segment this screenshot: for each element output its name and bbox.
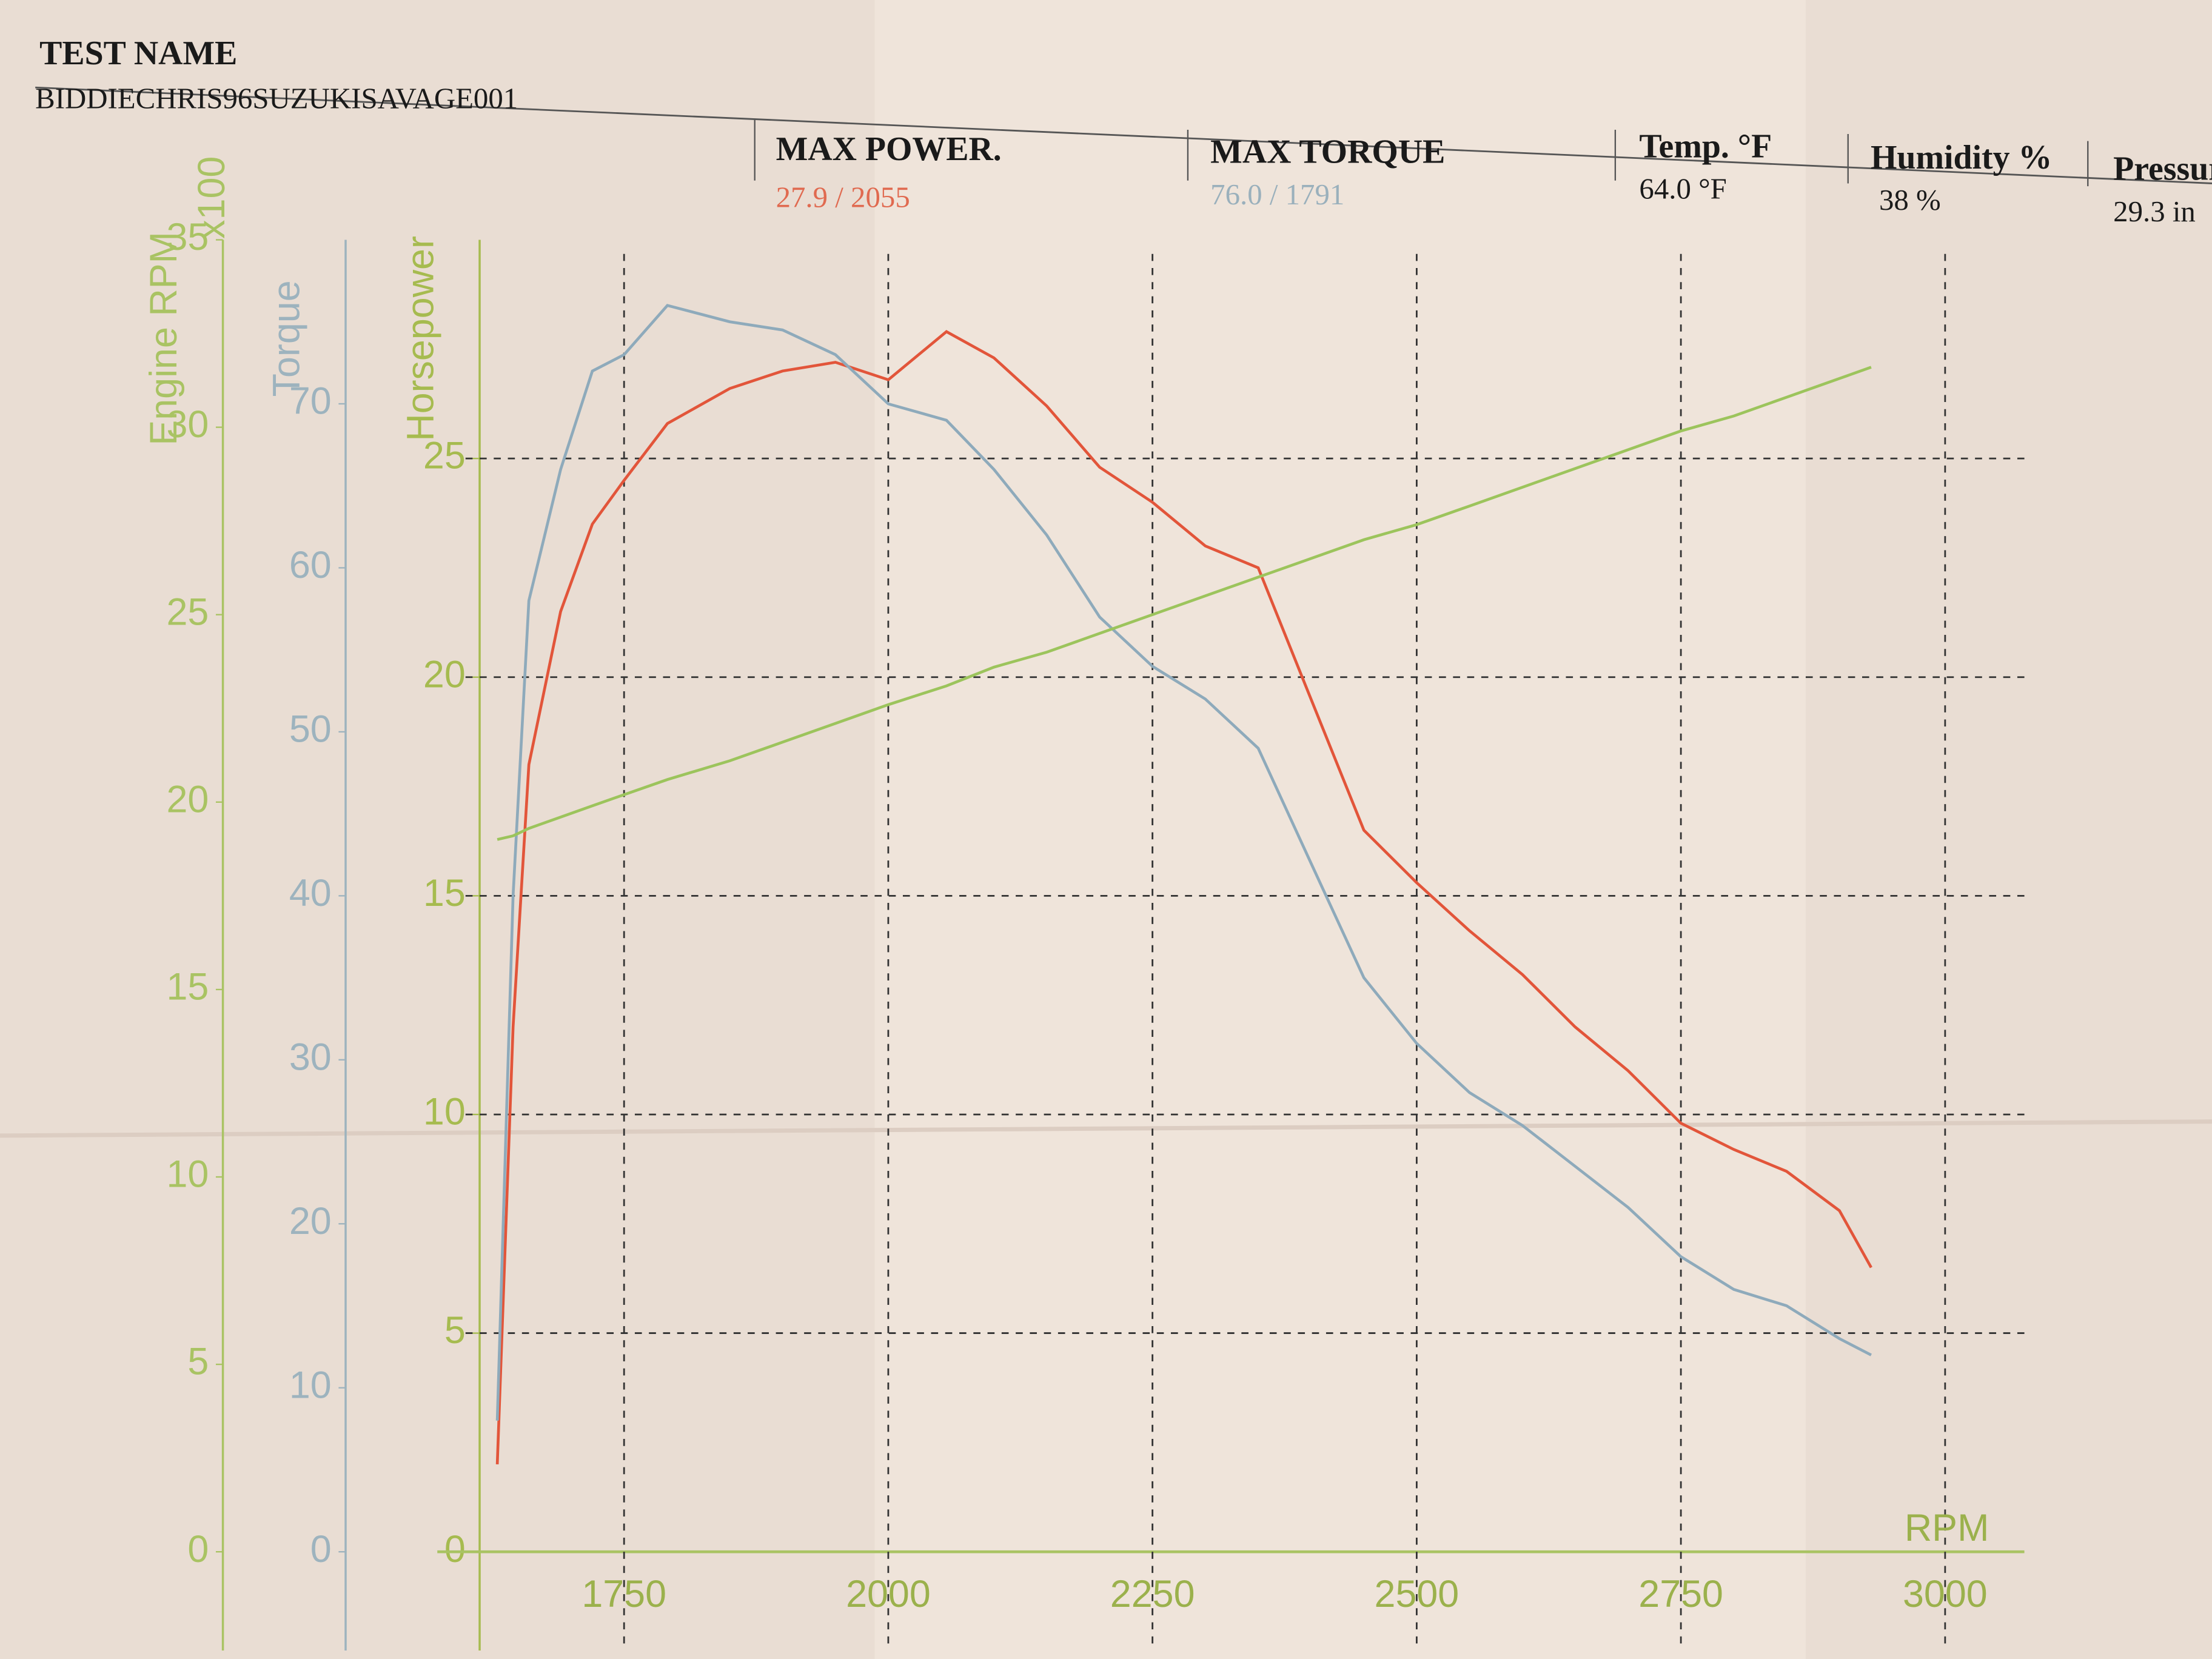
x-tick-label: 2000	[846, 1573, 931, 1615]
y-tick-label: 40	[289, 872, 332, 914]
y-tick-label: 50	[289, 708, 332, 750]
x-tick-label: 3000	[1903, 1573, 1988, 1615]
series-line	[495, 304, 1872, 1421]
axis-title: Horsepower	[400, 236, 442, 441]
y-tick-label: 20	[166, 778, 209, 820]
test-name: BIDDIECHRIS96SUZUKISAVAGE001	[35, 82, 518, 115]
series-line	[497, 366, 1872, 841]
temp-label: Temp. °F	[1639, 127, 1772, 165]
axis-unit: x100	[190, 156, 233, 239]
header-rule	[35, 86, 2212, 184]
y-tick-label: 15	[423, 872, 466, 914]
y-tick-label: 10	[423, 1091, 466, 1133]
axis-title: Torque	[266, 280, 308, 397]
test-name-label: TEST NAME	[39, 35, 237, 72]
y-tick-label: 70	[289, 380, 332, 423]
y-tick-label: 35	[166, 216, 209, 258]
y-tick-label: 30	[166, 403, 209, 446]
humidity: 38 %	[1879, 183, 1941, 216]
x-tick-label: 2750	[1638, 1573, 1723, 1615]
x-tick-label: 2250	[1110, 1573, 1195, 1615]
y-tick-label: 60	[289, 544, 332, 586]
x-tick-label: 1750	[581, 1573, 666, 1615]
pressure-label: Pressure	[2113, 150, 2212, 188]
y-tick-label: 10	[166, 1153, 209, 1196]
pressure: 29.3 in	[2113, 195, 2196, 228]
y-tick-label: 25	[423, 435, 466, 477]
y-tick-label: 20	[289, 1200, 332, 1242]
y-tick-label: 30	[289, 1036, 332, 1078]
humidity-label: Humidity %	[1871, 139, 2052, 176]
y-tick-label: 20	[423, 653, 466, 695]
temp: 64.0 °F	[1639, 172, 1726, 206]
max-torque-label: MAX TORQUE	[1210, 133, 1445, 171]
paper-crease	[0, 1119, 2212, 1138]
max-torque: 76.0 / 1791	[1210, 178, 1344, 211]
y-tick-label: 5	[187, 1341, 209, 1383]
y-tick-label: 25	[166, 591, 209, 633]
x-tick-label: 2500	[1375, 1573, 1460, 1615]
y-tick-label: 5	[444, 1309, 466, 1352]
x-axis-title: RPM	[1905, 1507, 1989, 1549]
y-tick-label: 10	[289, 1364, 332, 1406]
paper-fold	[874, 0, 1806, 1659]
series-line	[495, 330, 1872, 1465]
y-tick-label: 0	[187, 1528, 209, 1570]
max-power-label: MAX POWER.	[776, 130, 1002, 168]
max-power: 27.9 / 2055	[776, 181, 910, 214]
y-tick-label: 0	[444, 1528, 466, 1570]
y-tick-label: 15	[166, 965, 209, 1008]
axis-title: Engine RPM	[142, 232, 185, 446]
y-tick-label: 0	[310, 1528, 332, 1570]
